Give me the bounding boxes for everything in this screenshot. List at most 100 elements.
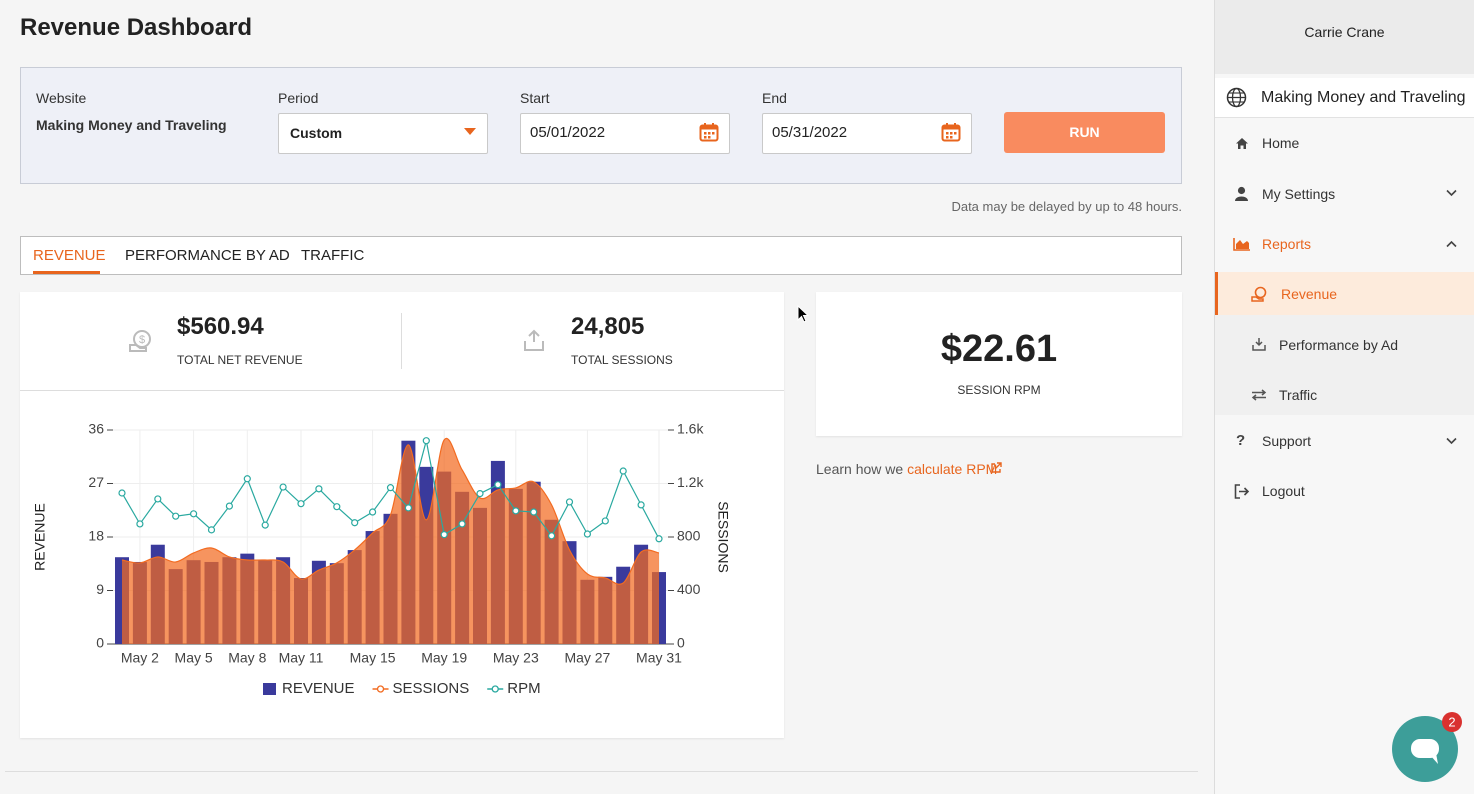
point (601, 517, 609, 525)
x-tick-label: May 8 (228, 650, 266, 666)
point (440, 531, 448, 539)
ad-icon (1252, 338, 1266, 351)
page-title: Revenue Dashboard (20, 14, 253, 41)
rpm-label: SESSION RPM (957, 383, 1041, 397)
x-tick-label: May 31 (636, 650, 682, 666)
tab[interactable]: TRAFFIC (301, 247, 365, 264)
legend-swatch (376, 685, 385, 693)
y2-axis-label: SESSIONS (715, 501, 731, 573)
svg-text:$: $ (139, 334, 145, 346)
stat-value: 24,805 (571, 313, 645, 340)
submenu-item-active[interactable]: Revenue (1215, 272, 1474, 315)
chat-badge: 2 (1448, 715, 1455, 730)
menu-label: Support (1262, 433, 1312, 449)
point (619, 467, 627, 475)
user-name[interactable]: Carrie Crane (1304, 24, 1385, 40)
point (494, 481, 502, 489)
run-button[interactable]: RUN (1004, 112, 1165, 153)
point (207, 526, 216, 534)
end-input[interactable] (762, 113, 972, 154)
start-input[interactable] (520, 113, 730, 154)
y-tick-label: 0 (96, 635, 104, 651)
menu-item[interactable]: Support (1216, 416, 1474, 466)
x-tick-label: May 27 (564, 650, 610, 666)
y2-tick-label: 400 (677, 581, 701, 597)
y-tick-label: 27 (88, 474, 104, 490)
filter-label: End (762, 90, 787, 106)
stat-value: $560.94 (177, 313, 264, 340)
menu-item[interactable]: Logout (1216, 466, 1474, 516)
external-link-icon (991, 462, 1002, 473)
point (172, 512, 180, 520)
point (512, 507, 520, 515)
point (547, 532, 556, 540)
site-row[interactable] (1215, 78, 1474, 118)
tab-active[interactable]: REVENUE (33, 247, 106, 264)
menu-label: Home (1262, 135, 1300, 151)
chevron-down (1446, 189, 1457, 197)
menu-label: My Settings (1262, 186, 1336, 202)
point (154, 495, 162, 503)
y-axis-label: REVENUE (32, 503, 48, 571)
legend-swatch (491, 685, 499, 693)
divider (20, 390, 784, 391)
globe-icon (1226, 87, 1247, 108)
filter-label: Website (36, 90, 87, 106)
menu-item[interactable]: Reports (1216, 219, 1474, 269)
point (190, 510, 198, 518)
menu-label: Logout (1262, 483, 1305, 499)
point (118, 489, 126, 497)
calendar-icon[interactable] (941, 122, 961, 142)
point (243, 475, 251, 483)
legend-label: SESSIONS (393, 680, 470, 697)
rpm-value: $22.61 (940, 328, 1058, 370)
point (225, 502, 233, 510)
x-tick-label: May 19 (421, 650, 467, 666)
traffic-icon (1251, 389, 1267, 401)
point (315, 485, 323, 493)
calendar-icon[interactable] (699, 122, 719, 142)
user-icon (1235, 186, 1248, 201)
point (386, 484, 395, 492)
y-tick-label: 18 (88, 528, 104, 544)
point (583, 530, 592, 538)
menu-label: Reports (1262, 236, 1312, 252)
revenue-icon: $ (129, 330, 151, 352)
stat-label: TOTAL NET REVENUE (177, 353, 303, 367)
submenu-item[interactable]: Traffic (1216, 370, 1474, 420)
divider (401, 313, 402, 369)
x-tick-label: May 11 (279, 650, 324, 666)
tab-underline (33, 271, 100, 274)
rpm-card (816, 292, 1182, 436)
tab[interactable]: PERFORMANCE BY AD (125, 247, 290, 264)
x-tick-label: May 15 (350, 650, 396, 666)
rpm-link[interactable]: calculate RPM (907, 461, 998, 477)
home-icon (1236, 138, 1248, 149)
start-value: 05/01/2022 (530, 124, 606, 141)
point (333, 503, 341, 511)
y-tick-label: 36 (88, 421, 104, 437)
menu-item[interactable]: Home (1216, 118, 1474, 168)
filter-label: Start (520, 90, 550, 106)
submenu-item[interactable]: Performance by Ad (1216, 320, 1474, 370)
point (655, 535, 663, 543)
menu-item[interactable]: My Settings (1216, 169, 1474, 219)
point (279, 483, 287, 491)
legend-label: RPM (507, 680, 540, 697)
submenu-label: Performance by Ad (1279, 337, 1399, 353)
dropdown-arrow (464, 128, 476, 135)
site-name: Making Money and Traveling (1261, 89, 1466, 106)
x-tick-label: May 2 (121, 650, 159, 666)
point (637, 501, 645, 509)
period-select[interactable] (278, 113, 488, 154)
point (422, 437, 430, 445)
point (565, 498, 574, 506)
revenue-icon (1251, 286, 1267, 302)
legend-swatch (263, 683, 276, 695)
area-line (121, 437, 660, 585)
chat-widget[interactable]: 2 (1390, 710, 1464, 784)
point (297, 500, 305, 508)
y2-tick-label: 0 (677, 635, 685, 651)
stat-label: TOTAL SESSIONS (571, 353, 673, 367)
